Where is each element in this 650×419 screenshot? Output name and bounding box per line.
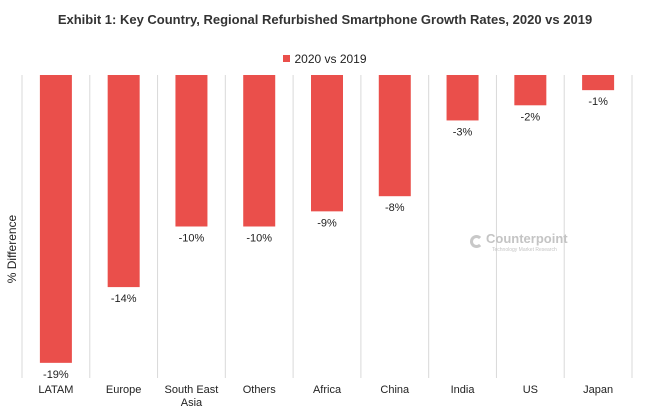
bar [243,75,276,227]
x-tick-label: Europe [106,384,141,396]
data-label: -8% [385,202,405,214]
bar [107,75,140,288]
data-label: -9% [317,217,337,229]
data-label: -14% [111,293,137,305]
counterpoint-logo-icon [470,235,483,248]
x-tick-label: LATAM [38,384,73,396]
x-tick-label: Japan [583,384,613,396]
x-tick-label: Others [243,384,277,396]
bar [175,75,208,227]
chart-legend: 2020 vs 2019 [0,52,650,66]
data-label: -10% [179,233,205,245]
bar [582,75,615,91]
watermark-tagline: Technology Market Research [492,247,557,253]
watermark-brand: Counterpoint [486,231,568,246]
legend-swatch [283,55,291,62]
legend-label: 2020 vs 2019 [294,52,367,66]
data-label: -3% [453,126,473,138]
data-label: -1% [588,96,608,108]
data-label: -2% [521,111,541,123]
x-tick-label: US [523,384,538,396]
bar [39,75,72,363]
chart-title: Exhibit 1: Key Country, Regional Refurbi… [57,12,593,27]
data-label: -10% [246,233,272,245]
data-label: -19% [43,369,69,381]
x-tick-label: Africa [313,384,342,396]
bar [378,75,411,197]
bar [446,75,479,121]
x-tick-label: China [380,384,410,396]
watermark-logo: Counterpoint Technology Market Research [470,230,568,253]
x-tick-label: South East Asia [165,384,219,409]
bar [311,75,343,212]
x-tick-label: India [451,384,476,396]
bar [514,75,547,106]
